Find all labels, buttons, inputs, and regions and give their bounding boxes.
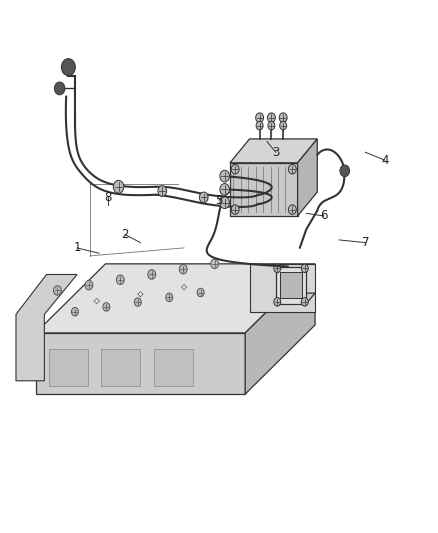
Circle shape [53, 286, 61, 295]
Circle shape [280, 122, 287, 130]
Bar [101, 349, 141, 386]
Circle shape [211, 259, 219, 269]
Circle shape [158, 185, 166, 196]
Text: 2: 2 [121, 228, 129, 241]
Circle shape [274, 264, 281, 272]
Circle shape [54, 82, 65, 95]
Circle shape [279, 113, 287, 123]
Circle shape [61, 59, 75, 76]
Text: 6: 6 [320, 209, 328, 222]
Circle shape [179, 264, 187, 274]
Circle shape [197, 288, 204, 297]
Circle shape [231, 165, 239, 174]
Circle shape [220, 197, 230, 208]
Bar [49, 349, 88, 386]
Circle shape [220, 183, 230, 195]
Bar [153, 349, 193, 386]
Polygon shape [276, 293, 315, 304]
Text: 7: 7 [361, 236, 369, 249]
Circle shape [301, 264, 308, 272]
Polygon shape [276, 266, 306, 304]
Circle shape [166, 293, 173, 302]
Circle shape [268, 113, 276, 123]
Circle shape [85, 280, 93, 290]
Polygon shape [35, 333, 245, 394]
Circle shape [301, 297, 308, 306]
Polygon shape [245, 264, 315, 394]
Polygon shape [280, 272, 302, 298]
Circle shape [256, 113, 264, 123]
Circle shape [113, 180, 124, 193]
Circle shape [103, 303, 110, 311]
Polygon shape [16, 274, 77, 381]
Text: 1: 1 [73, 241, 81, 254]
Circle shape [231, 205, 239, 214]
Circle shape [256, 122, 263, 130]
Circle shape [268, 122, 275, 130]
Circle shape [220, 170, 230, 182]
Polygon shape [297, 139, 317, 216]
Circle shape [134, 298, 141, 306]
Text: 5: 5 [215, 193, 223, 207]
Circle shape [288, 205, 296, 214]
Circle shape [148, 270, 155, 279]
Bar [230, 163, 297, 216]
Circle shape [340, 165, 350, 176]
Circle shape [117, 275, 124, 285]
Circle shape [199, 192, 208, 203]
Text: 3: 3 [272, 146, 279, 159]
Polygon shape [35, 264, 315, 333]
Circle shape [71, 308, 78, 316]
Circle shape [274, 297, 281, 306]
Circle shape [288, 165, 296, 174]
Polygon shape [230, 139, 317, 163]
Polygon shape [250, 264, 315, 312]
Text: 4: 4 [381, 154, 389, 167]
Text: 8: 8 [104, 191, 111, 204]
